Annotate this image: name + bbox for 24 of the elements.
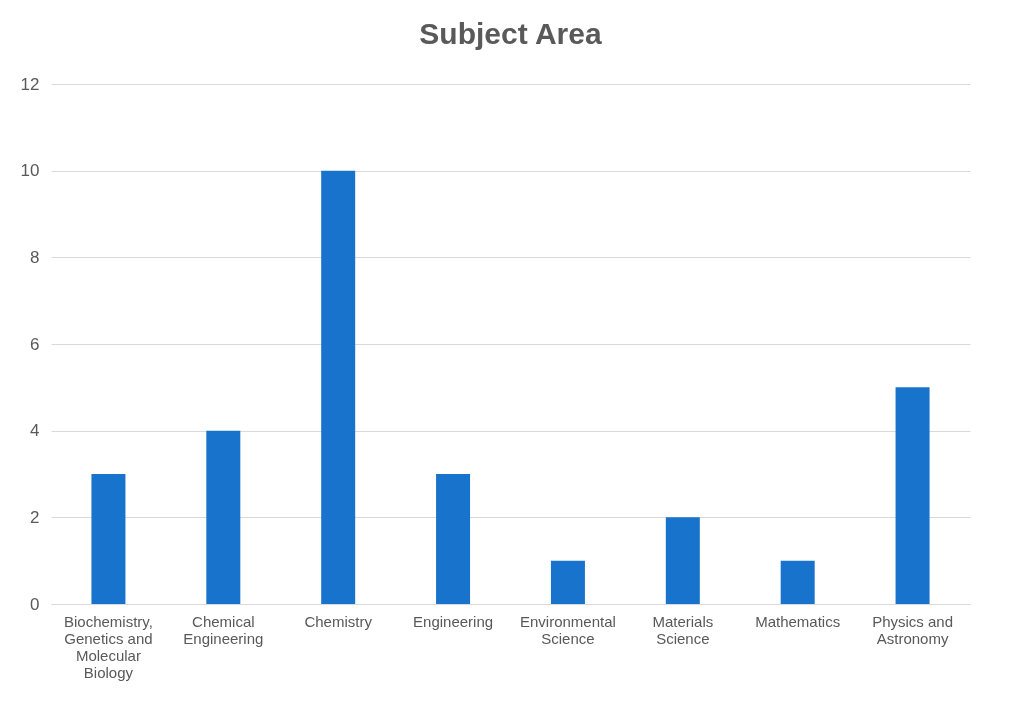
- bar: [780, 560, 815, 604]
- bar: [665, 517, 700, 604]
- y-tick-label: 8: [30, 247, 40, 267]
- bar: [895, 387, 930, 604]
- y-tick-label: 10: [20, 161, 40, 181]
- chart-title: Subject Area: [419, 17, 602, 50]
- x-tick-label: Biochemistry, Genetics and Molecular Biology: [63, 612, 153, 681]
- y-tick-label: 4: [30, 421, 40, 441]
- x-tick-label: Engineering: [413, 612, 494, 630]
- x-tick-label: Mathematics: [755, 612, 841, 630]
- x-tick-label: Chemical Engineering: [183, 612, 264, 647]
- y-tick-label: 0: [30, 594, 40, 614]
- x-tick-label: Environmental Science: [519, 612, 616, 647]
- x-tick-label: Physics and Astronomy: [872, 612, 953, 647]
- bar: [321, 170, 356, 604]
- x-tick-label: Materials Science: [652, 612, 714, 647]
- y-tick-label: 6: [30, 334, 40, 354]
- bar: [436, 474, 471, 604]
- bar: [206, 430, 241, 604]
- bar: [550, 560, 585, 604]
- bar: [91, 474, 126, 604]
- y-tick-label: 12: [20, 74, 40, 94]
- y-tick-label: 2: [30, 507, 40, 527]
- x-tick-label: Chemistry: [304, 612, 373, 630]
